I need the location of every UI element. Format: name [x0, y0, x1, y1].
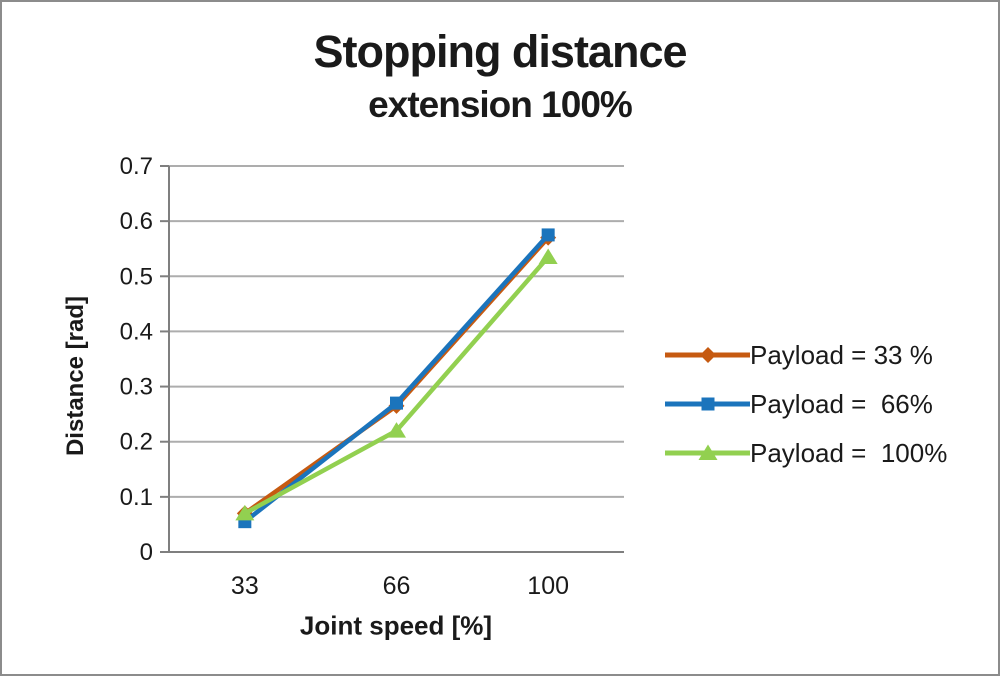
legend-swatch-square-icon	[665, 397, 750, 411]
y-tick-label: 0.3	[120, 374, 153, 401]
x-axis-title: Joint speed [%]	[299, 610, 493, 641]
x-tick-label: 33	[231, 572, 259, 600]
series-marker-payload-66	[541, 228, 555, 242]
chart-title: Stopping distance	[313, 26, 687, 77]
x-tick-label: 100	[527, 572, 569, 600]
legend-marker-payload-33	[700, 347, 716, 363]
x-tick-label: 66	[383, 572, 411, 600]
y-tick-label: 0.5	[120, 263, 153, 290]
legend-swatch-diamond-icon	[665, 347, 750, 363]
y-tick-label: 0.7	[120, 153, 153, 180]
y-tick-label: 0	[140, 539, 153, 566]
y-tick-label: 0.6	[120, 208, 153, 235]
legend: Payload = 33 % Payload = 66% Payload = 100…	[665, 342, 947, 466]
series-payload-100	[235, 248, 558, 521]
chart-subtitle: extension 100%	[368, 84, 633, 125]
legend-label-payload-66: Payload = 66%	[750, 389, 933, 419]
legend-label-payload-100: Payload = 100%	[750, 438, 948, 468]
legend-item-payload-33: Payload = 33 %	[665, 342, 947, 368]
legend-marker-payload-100	[698, 444, 718, 460]
legend-item-payload-66: Payload = 66%	[665, 391, 947, 417]
series-marker-payload-100	[538, 248, 558, 264]
legend-item-payload-100: Payload = 100%	[665, 440, 947, 466]
series-payload-33	[236, 229, 557, 522]
y-tick-label: 0.4	[120, 318, 153, 345]
series-marker-payload-100	[387, 422, 406, 438]
series-marker-payload-66	[390, 396, 403, 410]
series-marker-payload-100	[235, 504, 255, 521]
series-line-payload-33	[242, 235, 551, 516]
y-tick-label: 0.2	[120, 429, 153, 456]
legend-marker-payload-66	[701, 397, 715, 411]
y-tick-label: 0.1	[120, 484, 153, 511]
legend-swatch-triangle-icon	[665, 444, 750, 460]
series-line-payload-100	[242, 254, 551, 516]
legend-label-payload-33: Payload = 33 %	[750, 340, 933, 370]
